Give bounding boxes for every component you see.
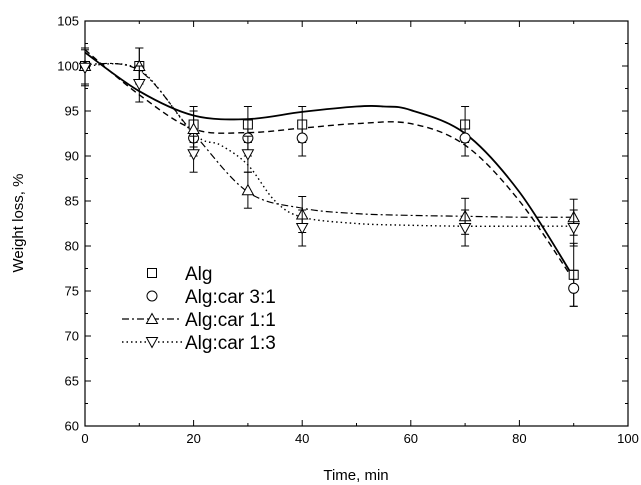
x-tick-label: 80 xyxy=(512,431,526,446)
x-tick-label: 60 xyxy=(404,431,418,446)
data-point-series-3 xyxy=(187,122,200,134)
y-tick-label: 95 xyxy=(65,104,79,119)
curve-series-1 xyxy=(84,51,575,278)
data-point-series-4 xyxy=(241,149,255,161)
data-point-series-3 xyxy=(241,183,255,196)
x-tick-label: 20 xyxy=(186,431,200,446)
data-point-series-4 xyxy=(567,223,581,235)
legend-marker xyxy=(146,290,158,302)
data-point-series-4 xyxy=(78,62,92,75)
y-tick-label: 80 xyxy=(65,239,79,254)
legend-label: Alg:car 3:1 xyxy=(185,287,276,308)
y-tick-label: 70 xyxy=(65,329,79,344)
data-markers xyxy=(78,47,581,307)
y-tick-label: 60 xyxy=(65,419,79,434)
y-tick-label: 75 xyxy=(65,284,79,299)
curve-series-3 xyxy=(84,62,574,218)
y-tick-label: 90 xyxy=(65,149,79,164)
y-tick-label: 105 xyxy=(57,14,79,29)
y-tick-label: 85 xyxy=(65,194,79,209)
y-tick-label: 100 xyxy=(57,59,79,74)
y-tick-label: 65 xyxy=(65,374,79,389)
legend-label: Alg:car 1:3 xyxy=(185,333,276,354)
x-tick-label: 100 xyxy=(617,431,639,446)
legend-label: Alg:car 1:1 xyxy=(185,310,276,331)
x-tick-label: 40 xyxy=(295,431,309,446)
fitted-curves xyxy=(84,49,575,281)
legend-label: Alg xyxy=(185,264,212,285)
data-point-series-4 xyxy=(295,223,309,235)
x-tick-label: 0 xyxy=(81,431,88,446)
curve-series-4 xyxy=(84,62,574,227)
data-point-series-4 xyxy=(458,223,472,235)
curve-series-2 xyxy=(84,49,575,281)
tick-labels: 0 20 40 60 80 100 60 65 70 75 80 85 90 95 100 105 xyxy=(57,14,639,447)
y-axis-title: Weight loss, % xyxy=(10,174,27,273)
data-point-series-4 xyxy=(187,149,200,161)
legend-marker xyxy=(145,337,159,349)
x-axis-title: Time, min xyxy=(323,467,388,484)
data-point-series-2 xyxy=(568,282,580,294)
plot-frame xyxy=(84,20,629,427)
axis-ticks xyxy=(84,20,629,427)
legend-marker xyxy=(147,268,157,278)
data-point-series-2 xyxy=(296,132,308,144)
data-point-series-4 xyxy=(132,79,146,91)
legend-marker xyxy=(145,312,159,324)
data-point-series-2 xyxy=(459,132,471,144)
